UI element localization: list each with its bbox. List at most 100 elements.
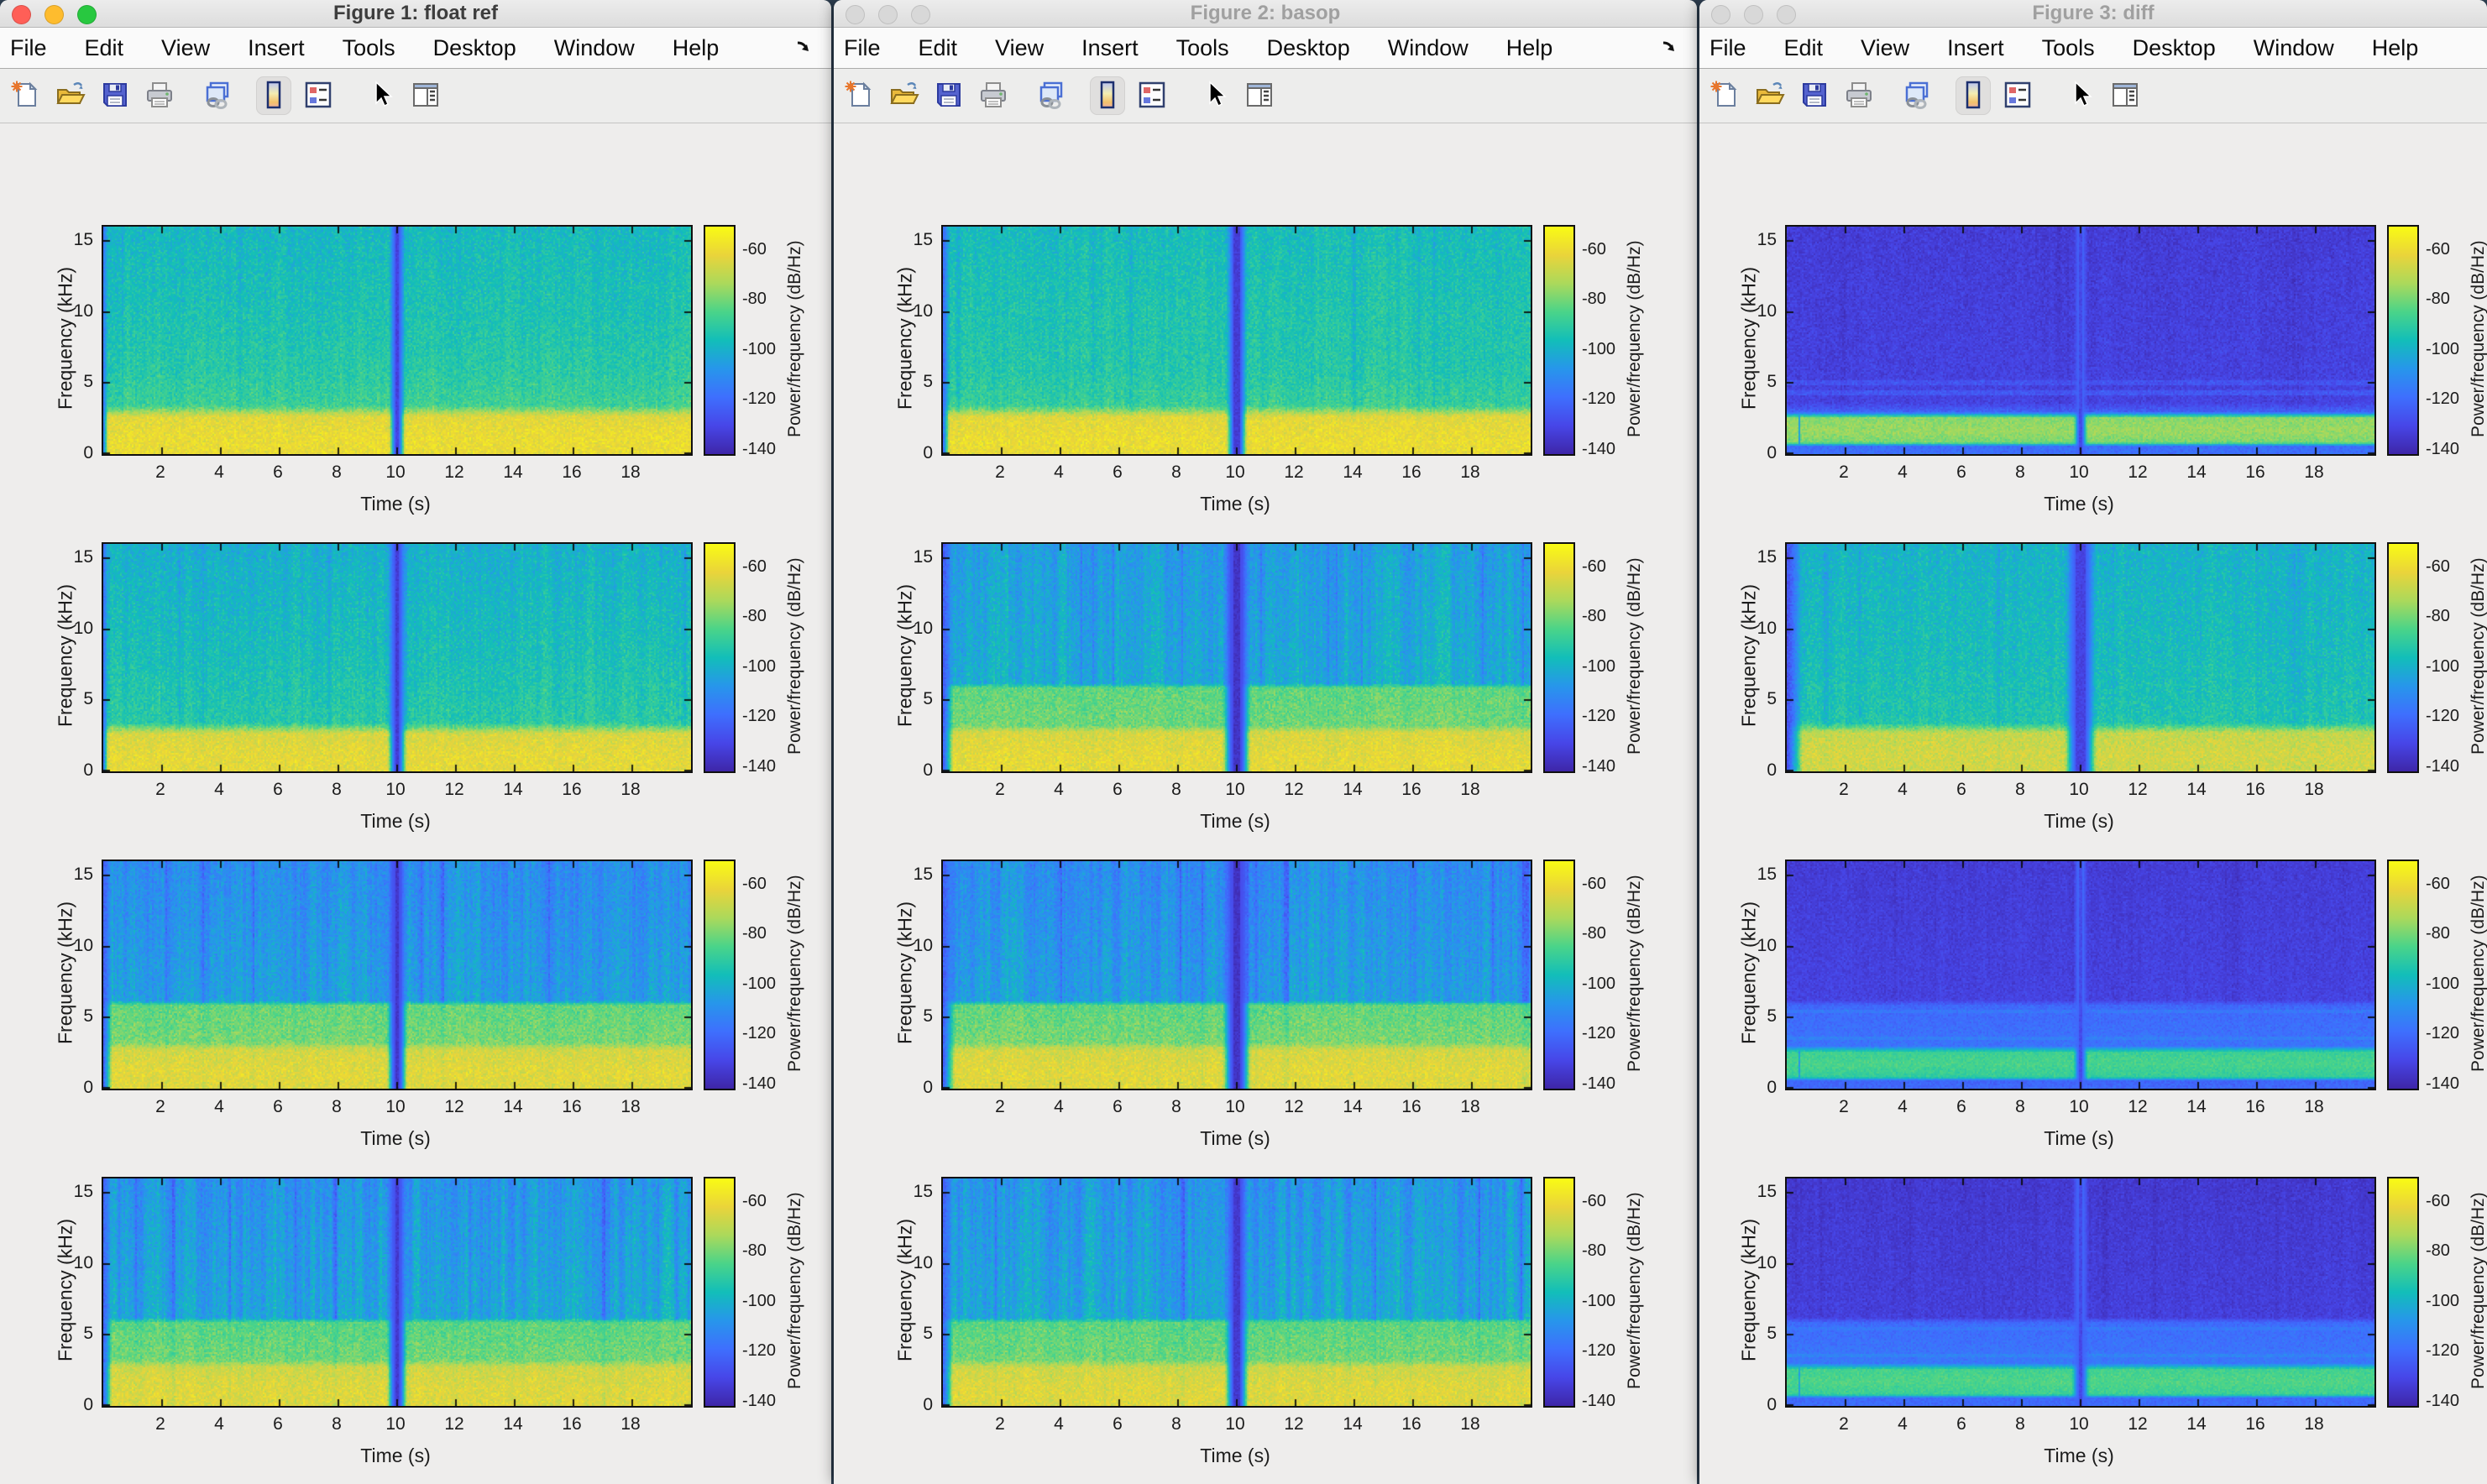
colorbar-tick-label: -100 <box>1582 1291 1616 1310</box>
y-tick-label: 5 <box>1767 1006 1777 1027</box>
menu-item-desktop[interactable]: Desktop <box>1266 34 1350 60</box>
y-tick-label: 15 <box>1757 1181 1777 1201</box>
menu-item-tools[interactable]: Tools <box>2041 34 2095 60</box>
x-tick-label: 12 <box>444 1414 464 1434</box>
y-tick-label: 0 <box>1767 1078 1777 1097</box>
plot-browser-button[interactable] <box>408 76 443 115</box>
close-button[interactable] <box>1711 5 1730 24</box>
menu-item-edit[interactable]: Edit <box>1783 34 1824 60</box>
spectrogram-chart-2-1: Frequency (kHz) 0 5 10 15 2 4 6 8 10 12 14 16 18 Time … <box>834 225 1697 542</box>
new-document-icon <box>11 80 41 112</box>
x-tick-label: 2 <box>995 1097 1005 1116</box>
new-figure-button[interactable] <box>1708 76 1743 115</box>
open-file-button[interactable] <box>53 76 88 115</box>
y-tick-label: 15 <box>1757 864 1777 884</box>
menu-item-window[interactable]: Window <box>553 34 635 60</box>
menu-item-insert[interactable]: Insert <box>1081 34 1139 60</box>
colorbar-tick-label: -60 <box>2426 239 2450 259</box>
zoom-button[interactable] <box>77 5 97 24</box>
print-figure-button[interactable] <box>976 76 1011 115</box>
menu-item-edit[interactable]: Edit <box>918 34 958 60</box>
new-figure-button[interactable] <box>842 76 877 115</box>
colorbar <box>2387 860 2419 1090</box>
link-plot-icon <box>1036 80 1066 112</box>
insert-legend-button[interactable] <box>2000 76 2035 115</box>
plot-browser-button[interactable] <box>1242 76 1277 115</box>
menu-item-file[interactable]: File <box>10 34 47 60</box>
zoom-button[interactable] <box>911 5 930 24</box>
colorbar-tick-label: -80 <box>1582 924 1606 943</box>
colorbar-tick-label: -140 <box>1582 1392 1616 1411</box>
insert-colorbar-button[interactable] <box>1090 76 1125 115</box>
menu-item-insert[interactable]: Insert <box>1947 34 2004 60</box>
minimize-button[interactable] <box>1744 5 1763 24</box>
edit-plot-button[interactable] <box>2063 76 2098 115</box>
window-titlebar[interactable]: Figure 2: basop <box>834 0 1697 28</box>
menu-item-insert[interactable]: Insert <box>248 34 305 60</box>
insert-legend-button[interactable] <box>1134 76 1170 115</box>
figure-toolbar <box>834 69 1697 123</box>
link-plot-button[interactable] <box>200 76 235 115</box>
x-tick-label: 16 <box>2245 462 2265 482</box>
menu-item-file[interactable]: File <box>1709 34 1746 60</box>
print-figure-button[interactable] <box>1841 76 1877 115</box>
minimize-button[interactable] <box>878 5 898 24</box>
save-figure-button[interactable] <box>97 76 133 115</box>
plot-browser-button[interactable] <box>2107 76 2143 115</box>
y-tick-label: 10 <box>73 300 93 321</box>
edit-plot-button[interactable] <box>364 76 399 115</box>
x-tick-label: 6 <box>273 780 283 799</box>
menu-overflow-icon[interactable] <box>1660 36 1683 60</box>
figure-canvas: Frequency (kHz) 0 5 10 15 2 4 6 8 10 12 14 16 18 Time … <box>0 123 831 1484</box>
link-plot-button[interactable] <box>1034 76 1069 115</box>
menu-item-file[interactable]: File <box>844 34 881 60</box>
colorbar-tick-label: -120 <box>2426 1024 2460 1043</box>
figure-canvas: Frequency (kHz) 0 5 10 15 2 4 6 8 10 12 14 16 18 Time … <box>834 123 1697 1484</box>
spectrogram-chart-1-4: Frequency (kHz) 0 5 10 15 2 4 6 8 10 12 14 16 18 Time … <box>0 1177 831 1484</box>
minimize-button[interactable] <box>45 5 64 24</box>
menu-item-edit[interactable]: Edit <box>84 34 124 60</box>
colorbar-tick-label: -80 <box>2426 290 2450 309</box>
print-figure-button[interactable] <box>142 76 177 115</box>
edit-plot-button[interactable] <box>1197 76 1233 115</box>
insert-colorbar-button[interactable] <box>256 76 291 115</box>
link-plot-button[interactable] <box>1899 76 1935 115</box>
colorbar-tick-label: -80 <box>742 290 767 309</box>
close-button[interactable] <box>12 5 31 24</box>
x-tick-label: 2 <box>1839 462 1849 482</box>
save-figure-button[interactable] <box>931 76 966 115</box>
open-file-button[interactable] <box>1752 76 1788 115</box>
insert-colorbar-button[interactable] <box>1956 76 1991 115</box>
spectrogram-canvas <box>941 1177 1532 1408</box>
window-titlebar[interactable]: Figure 1: float ref <box>0 0 831 28</box>
x-tick-label: 8 <box>2015 1097 2025 1116</box>
colorbar-tick-label: -80 <box>2426 1241 2450 1261</box>
insert-legend-button[interactable] <box>301 76 336 115</box>
y-tick-label: 0 <box>923 760 933 780</box>
menu-item-help[interactable]: Help <box>672 34 720 60</box>
new-figure-button[interactable] <box>8 76 44 115</box>
x-tick-label: 4 <box>1898 1097 1908 1116</box>
window-title: Figure 3: diff <box>2032 2 2155 24</box>
save-figure-button[interactable] <box>1797 76 1832 115</box>
menu-item-desktop[interactable]: Desktop <box>2132 34 2216 60</box>
menu-item-view[interactable]: View <box>995 34 1045 60</box>
y-axis-label: Frequency (kHz) <box>893 267 916 410</box>
menu-item-window[interactable]: Window <box>2253 34 2334 60</box>
window-titlebar[interactable]: Figure 3: diff <box>1699 0 2487 28</box>
y-tick-label: 5 <box>1767 372 1777 392</box>
menu-item-window[interactable]: Window <box>1387 34 1469 60</box>
menu-item-help[interactable]: Help <box>2371 34 2419 60</box>
colorbar-tick-label: -80 <box>742 1241 767 1261</box>
menu-item-tools[interactable]: Tools <box>1175 34 1229 60</box>
menu-item-help[interactable]: Help <box>1505 34 1553 60</box>
plot-browser-icon <box>411 80 441 112</box>
zoom-button[interactable] <box>1777 5 1796 24</box>
menu-item-tools[interactable]: Tools <box>342 34 395 60</box>
close-button[interactable] <box>846 5 865 24</box>
menu-overflow-icon[interactable] <box>794 36 818 60</box>
menu-item-view[interactable]: View <box>1861 34 1910 60</box>
menu-item-view[interactable]: View <box>161 34 211 60</box>
open-file-button[interactable] <box>887 76 922 115</box>
menu-item-desktop[interactable]: Desktop <box>432 34 516 60</box>
